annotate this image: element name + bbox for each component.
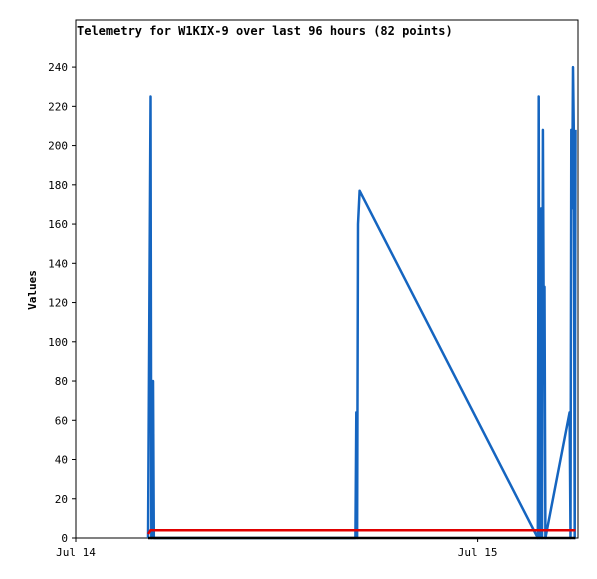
y-tick-label: 100 [48,336,68,349]
x-tick-label: Jul 15 [458,546,498,559]
y-axis-label: Values [26,270,39,310]
y-tick-label: 220 [48,100,68,113]
y-tick-label: 60 [55,414,68,427]
x-tick-label: Jul 14 [56,546,96,559]
y-tick-label: 120 [48,297,68,310]
y-tick-label: 140 [48,257,68,270]
y-tick-label: 240 [48,61,68,74]
series-line [146,65,577,540]
y-tick-label: 0 [61,532,68,545]
y-tick-label: 200 [48,140,68,153]
y-tick-label: 80 [55,375,68,388]
chart-title: Telemetry for W1KIX-9 over last 96 hours… [77,24,453,38]
y-tick-label: 40 [55,454,68,467]
y-tick-label: 180 [48,179,68,192]
series-line [146,528,576,535]
y-tick-label: 160 [48,218,68,231]
y-tick-label: 20 [55,493,68,506]
